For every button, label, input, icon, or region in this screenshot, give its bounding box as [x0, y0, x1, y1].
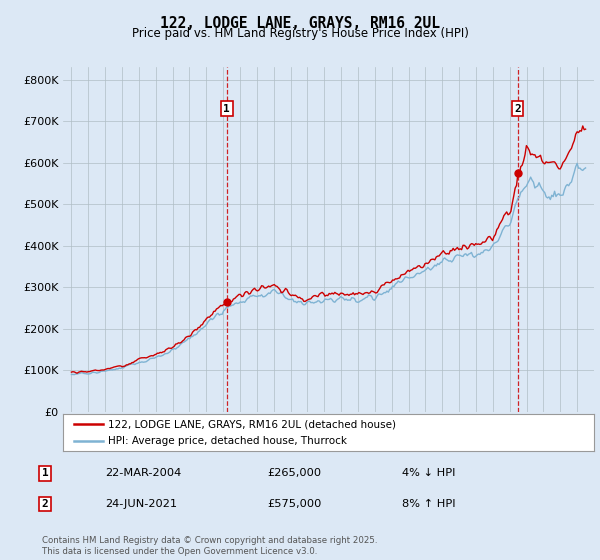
Text: 122, LODGE LANE, GRAYS, RM16 2UL (detached house): 122, LODGE LANE, GRAYS, RM16 2UL (detach… [108, 419, 396, 429]
Text: HPI: Average price, detached house, Thurrock: HPI: Average price, detached house, Thur… [108, 436, 347, 446]
Text: 2: 2 [41, 499, 49, 509]
Text: 1: 1 [223, 104, 230, 114]
Text: 22-MAR-2004: 22-MAR-2004 [105, 468, 181, 478]
Text: 2: 2 [514, 104, 521, 114]
Text: 8% ↑ HPI: 8% ↑ HPI [402, 499, 455, 509]
Text: 4% ↓ HPI: 4% ↓ HPI [402, 468, 455, 478]
Text: £265,000: £265,000 [267, 468, 321, 478]
Text: 122, LODGE LANE, GRAYS, RM16 2UL: 122, LODGE LANE, GRAYS, RM16 2UL [160, 16, 440, 31]
Text: Price paid vs. HM Land Registry's House Price Index (HPI): Price paid vs. HM Land Registry's House … [131, 27, 469, 40]
Text: £575,000: £575,000 [267, 499, 322, 509]
Text: Contains HM Land Registry data © Crown copyright and database right 2025.
This d: Contains HM Land Registry data © Crown c… [42, 536, 377, 556]
Text: 24-JUN-2021: 24-JUN-2021 [105, 499, 177, 509]
Text: 1: 1 [41, 468, 49, 478]
